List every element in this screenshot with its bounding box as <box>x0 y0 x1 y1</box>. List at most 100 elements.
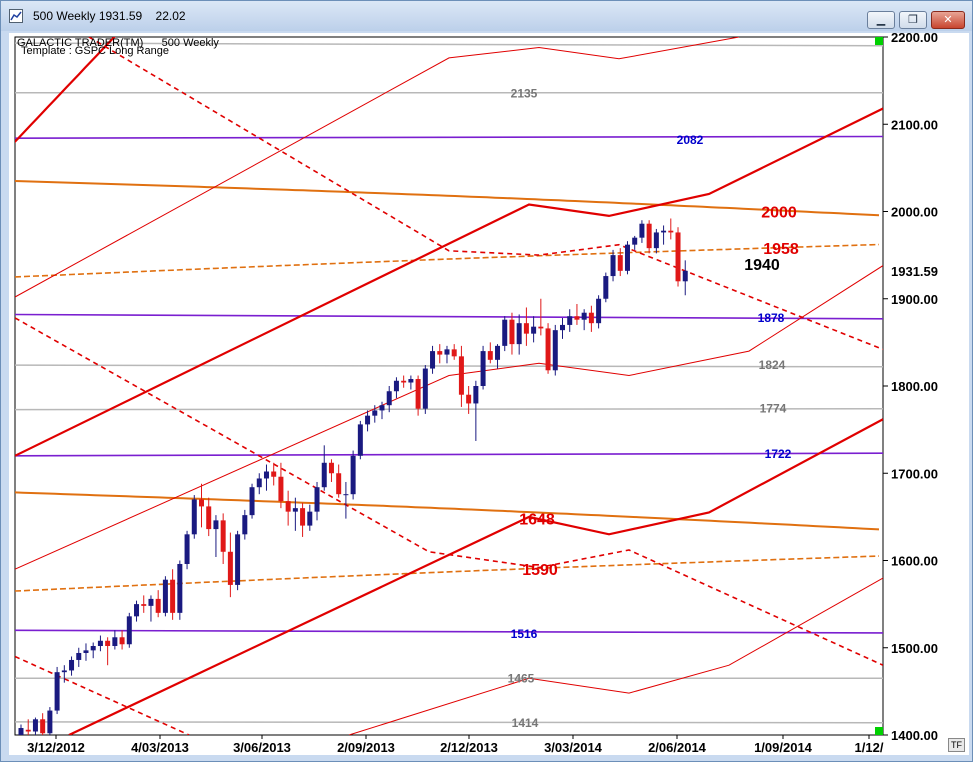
y-tick-label: 1800.00 <box>891 379 938 394</box>
close-button[interactable]: ✕ <box>931 11 965 29</box>
y-tick-label: 1400.00 <box>891 728 938 743</box>
candle-body <box>458 356 464 395</box>
candle-body <box>350 455 356 495</box>
minimize-button[interactable]: ▁ <box>867 11 895 29</box>
level-label-1414: 1414 <box>512 716 539 730</box>
candle-body <box>328 462 334 474</box>
purple-level-line-0 <box>15 135 883 139</box>
candle-body <box>307 511 313 526</box>
candle-body <box>343 494 349 496</box>
level-label-1774: 1774 <box>760 402 787 416</box>
x-tick-label: 3/12/2012 <box>27 740 85 755</box>
candle-body <box>444 349 450 355</box>
red-thin-channel-top <box>15 37 740 298</box>
candle-body <box>177 563 183 613</box>
candle-body <box>314 487 320 512</box>
level-label-2135: 2135 <box>511 87 538 101</box>
candle-body <box>386 391 392 406</box>
candle-body <box>675 232 681 282</box>
candle-body <box>552 330 558 371</box>
candle-body <box>105 640 111 647</box>
candle-body <box>473 386 479 404</box>
candle-body <box>610 255 616 277</box>
candle-body <box>271 471 277 477</box>
orange-band-upper <box>15 180 880 217</box>
chart-header-line1: GALACTIC TRADER(TM) 500 Weekly <box>17 38 219 49</box>
y-tick-label: 1500.00 <box>891 641 938 656</box>
x-tick-label: 3/03/2014 <box>544 740 603 755</box>
candle-body <box>263 471 269 479</box>
red-dashed-downtrend-lower <box>15 317 883 666</box>
candle-body <box>213 520 219 530</box>
candle-body <box>639 223 645 238</box>
candle-body <box>372 410 378 416</box>
candle-body <box>97 640 103 647</box>
level-label-1722: 1722 <box>765 447 792 461</box>
candle-body <box>112 637 118 647</box>
red-lower-bold-channel <box>68 418 883 735</box>
restore-button[interactable]: ❐ <box>899 11 927 29</box>
red-dashed-downtrend-upper <box>88 37 883 351</box>
candle-body <box>285 501 291 512</box>
candle-body <box>466 394 472 404</box>
candle-body <box>502 319 508 346</box>
y-tick-label: 1700.00 <box>891 466 938 481</box>
x-tick-label: 1/12/ <box>855 740 884 755</box>
candle-body <box>487 351 493 360</box>
candle-body <box>18 728 24 735</box>
candle-body <box>40 719 46 734</box>
candle-body <box>646 223 652 249</box>
gray-level-line-0 <box>15 42 883 47</box>
candle-body <box>653 232 659 249</box>
candle-body <box>256 478 262 488</box>
candle-body <box>162 579 168 613</box>
candle-body <box>588 312 594 324</box>
candle-body <box>235 534 241 585</box>
candle-body <box>430 351 436 369</box>
x-tick-label: 2/06/2014 <box>648 740 707 755</box>
purple-level-line-1 <box>15 313 883 320</box>
candle-body <box>336 473 342 495</box>
chart-header-symbol: 500 Weekly <box>161 37 219 49</box>
candle-body <box>76 652 82 660</box>
chart-header-template: Template : GSPC Long Range <box>21 45 169 57</box>
level-label-2082: 2082 <box>677 133 704 147</box>
orange-band-upper-dashed <box>15 243 880 278</box>
red-dashed-downtrend-bottom <box>15 655 190 735</box>
candle-body <box>509 319 515 345</box>
candle-body <box>661 230 667 233</box>
tf-button[interactable]: TF <box>948 738 965 752</box>
candle-body <box>632 237 638 245</box>
title-bar[interactable]: 500 Weekly 1931.59 22.02 ▁ ❐ ✕ <box>1 1 972 31</box>
level-label-1465: 1465 <box>508 671 535 685</box>
green-marker-bottom <box>875 727 883 735</box>
candle-body <box>90 646 96 651</box>
candle-body <box>249 487 255 516</box>
x-tick-label: 2/09/2013 <box>337 740 395 755</box>
chart-area[interactable]: 2135 2082 2000 1958 1940 1878 1824 1774 1722 1648… <box>9 30 969 755</box>
candle-body <box>155 598 161 613</box>
level-label-1940: 1940 <box>744 257 780 274</box>
candle-body <box>531 326 537 334</box>
candle-body <box>682 270 688 282</box>
gray-level-line-5 <box>15 721 883 724</box>
chart-header-name: GALACTIC TRADER(TM) <box>17 37 144 49</box>
candle-body <box>408 379 414 383</box>
candle-body <box>538 326 544 329</box>
candle-body <box>560 324 565 331</box>
minimize-icon: ▁ <box>876 13 886 26</box>
candle-body <box>617 255 623 271</box>
candle-body <box>596 298 602 324</box>
candle-body <box>292 508 298 512</box>
level-label-1590: 1590 <box>522 562 558 579</box>
chart-app-icon <box>9 9 23 23</box>
candle-body <box>242 515 248 535</box>
candle-body <box>69 659 75 671</box>
candle-body <box>480 351 486 386</box>
candle-body <box>401 380 407 383</box>
red-mid-bold-channel <box>15 107 883 457</box>
gray-level-line-3 <box>15 407 883 411</box>
candle-body <box>220 520 226 552</box>
